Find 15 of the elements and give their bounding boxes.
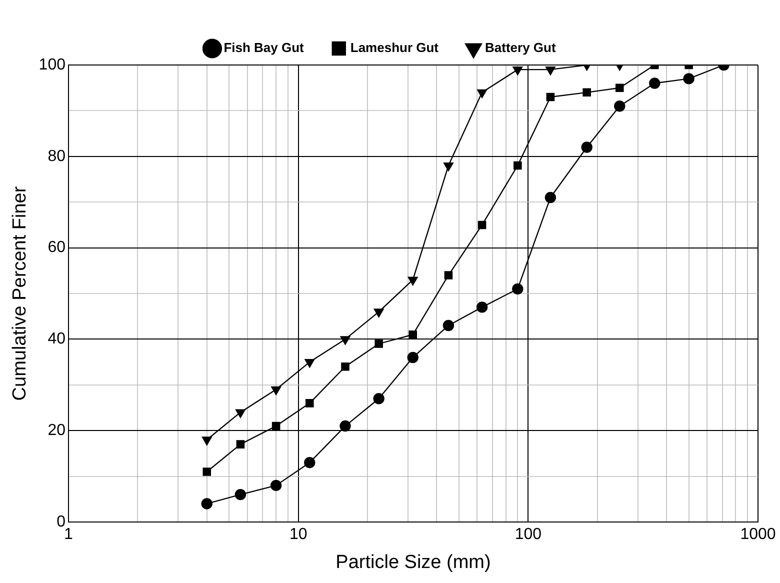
- y-axis-title: Cumulative Percent Finer: [10, 186, 31, 401]
- y-tick-label: 20: [48, 422, 66, 440]
- y-tick-label: 100: [38, 56, 66, 74]
- x-tick-label: 10: [289, 526, 308, 544]
- x-tick-label: 1: [64, 526, 74, 544]
- y-tick-label: 60: [48, 239, 66, 256]
- x-axis-title: Particle Size (mm): [336, 552, 491, 573]
- legend-label: Fish Bay Gut: [224, 40, 305, 56]
- y-tick-label: 0: [56, 513, 66, 530]
- x-tick-label: 100: [514, 526, 542, 544]
- legend-label: Lameshur Gut: [350, 40, 440, 56]
- legend-label: Battery Gut: [485, 40, 556, 56]
- y-tick-label: 80: [48, 148, 66, 165]
- y-tick-label: 40: [48, 330, 66, 348]
- x-tick-label: 1000: [740, 526, 776, 544]
